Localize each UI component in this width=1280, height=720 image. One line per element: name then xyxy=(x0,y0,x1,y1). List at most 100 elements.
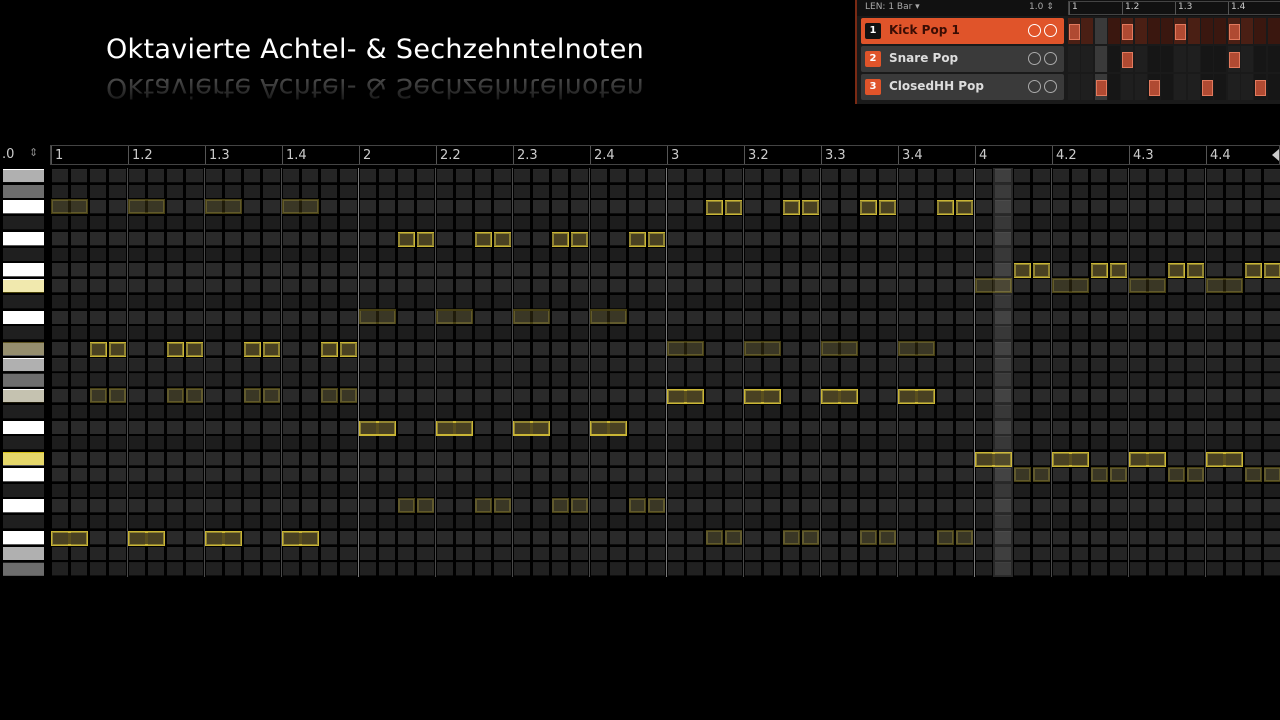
grid-cell[interactable] xyxy=(436,279,453,293)
grid-cell[interactable] xyxy=(840,530,857,544)
grid-cell[interactable] xyxy=(879,247,896,261)
grid-cell[interactable] xyxy=(1014,452,1031,466)
grid-cell[interactable] xyxy=(109,467,126,481)
grid-cell[interactable] xyxy=(263,562,280,576)
grid-cell[interactable] xyxy=(263,530,280,544)
grid-cell[interactable] xyxy=(1225,530,1242,544)
note[interactable] xyxy=(570,231,588,247)
grid-cell[interactable] xyxy=(1206,373,1223,387)
grid-cell[interactable] xyxy=(590,247,607,261)
grid-cell[interactable] xyxy=(975,389,992,403)
grid-cell[interactable] xyxy=(879,404,896,418)
grid-cell[interactable] xyxy=(205,389,222,403)
grid-cell[interactable] xyxy=(706,530,723,544)
grid-cell[interactable] xyxy=(147,247,164,261)
step-on[interactable] xyxy=(1095,80,1107,96)
grid-cell[interactable] xyxy=(783,326,800,340)
grid-cell[interactable] xyxy=(994,404,1011,418)
grid-cell[interactable] xyxy=(282,436,299,450)
grid-cell[interactable] xyxy=(167,452,184,466)
grid-cell[interactable] xyxy=(725,326,742,340)
grid-cell[interactable] xyxy=(475,184,492,198)
grid-cell[interactable] xyxy=(1168,200,1185,214)
grid-cell[interactable] xyxy=(763,357,780,371)
grid-cell[interactable] xyxy=(244,231,261,245)
grid-cell[interactable] xyxy=(378,200,395,214)
grid-cell[interactable] xyxy=(706,231,723,245)
grid-cell[interactable] xyxy=(1014,326,1031,340)
grid-cell[interactable] xyxy=(282,279,299,293)
grid-cell[interactable] xyxy=(224,420,241,434)
grid-cell[interactable] xyxy=(763,404,780,418)
grid-cell[interactable] xyxy=(821,483,838,497)
grid-cell[interactable] xyxy=(1225,342,1242,356)
grid-cell[interactable] xyxy=(648,342,665,356)
grid-cell[interactable] xyxy=(513,357,530,371)
grid-cell[interactable] xyxy=(917,420,934,434)
grid-cell[interactable] xyxy=(455,467,472,481)
grid-cell[interactable] xyxy=(1129,357,1146,371)
grid-cell[interactable] xyxy=(417,499,434,513)
note[interactable] xyxy=(108,342,126,358)
grid-cell[interactable] xyxy=(1129,326,1146,340)
grid-cell[interactable] xyxy=(109,499,126,513)
grid-cell[interactable] xyxy=(725,373,742,387)
grid-cell[interactable] xyxy=(783,499,800,513)
grid-cell[interactable] xyxy=(898,294,915,308)
grid-cell[interactable] xyxy=(90,279,107,293)
grid-cell[interactable] xyxy=(821,184,838,198)
grid-cell[interactable] xyxy=(898,467,915,481)
note[interactable] xyxy=(801,200,819,216)
grid-cell[interactable] xyxy=(840,169,857,182)
grid-cell[interactable] xyxy=(1052,436,1069,450)
grid-cell[interactable] xyxy=(956,499,973,513)
grid-cell[interactable] xyxy=(128,200,145,214)
grid-cell[interactable] xyxy=(244,389,261,403)
grid-cell[interactable] xyxy=(340,279,357,293)
step-cell[interactable] xyxy=(1227,74,1240,100)
grid-cell[interactable] xyxy=(1091,169,1108,182)
grid-cell[interactable] xyxy=(821,546,838,560)
grid-cell[interactable] xyxy=(513,530,530,544)
grid-cell[interactable] xyxy=(706,357,723,371)
grid-cell[interactable] xyxy=(494,357,511,371)
grid-cell[interactable] xyxy=(1052,279,1069,293)
grid-cell[interactable] xyxy=(763,279,780,293)
grid-cell[interactable] xyxy=(937,263,954,277)
grid-cell[interactable] xyxy=(1168,326,1185,340)
grid-cell[interactable] xyxy=(860,310,877,324)
grid-cell[interactable] xyxy=(340,184,357,198)
grid-cell[interactable] xyxy=(802,247,819,261)
grid-cell[interactable] xyxy=(667,263,684,277)
grid-cell[interactable] xyxy=(128,279,145,293)
grid-cell[interactable] xyxy=(1245,467,1262,481)
grid-cell[interactable] xyxy=(147,310,164,324)
grid-cell[interactable] xyxy=(1033,294,1050,308)
grid-cell[interactable] xyxy=(1110,546,1127,560)
grid-cell[interactable] xyxy=(244,420,261,434)
grid-cell[interactable] xyxy=(359,404,376,418)
grid-cell[interactable] xyxy=(359,200,376,214)
grid-cell[interactable] xyxy=(1091,247,1108,261)
grid-cell[interactable] xyxy=(1052,515,1069,529)
track-1[interactable]: 1 Kick Pop 1 xyxy=(861,18,1064,44)
grid-cell[interactable] xyxy=(1206,294,1223,308)
grid-cell[interactable] xyxy=(898,452,915,466)
grid-cell[interactable] xyxy=(167,467,184,481)
grid-cell[interactable] xyxy=(1052,389,1069,403)
grid-cell[interactable] xyxy=(956,546,973,560)
grid-cell[interactable] xyxy=(590,373,607,387)
grid-cell[interactable] xyxy=(1148,467,1165,481)
grid-cell[interactable] xyxy=(667,294,684,308)
grid-cell[interactable] xyxy=(378,467,395,481)
grid-cell[interactable] xyxy=(109,263,126,277)
grid-cell[interactable] xyxy=(532,404,549,418)
grid-cell[interactable] xyxy=(282,467,299,481)
grid-cell[interactable] xyxy=(1245,216,1262,230)
grid-cell[interactable] xyxy=(879,530,896,544)
grid-cell[interactable] xyxy=(1129,404,1146,418)
grid-cell[interactable] xyxy=(1071,373,1088,387)
grid-cell[interactable] xyxy=(147,263,164,277)
grid-cell[interactable] xyxy=(70,562,87,576)
grid-cell[interactable] xyxy=(494,420,511,434)
